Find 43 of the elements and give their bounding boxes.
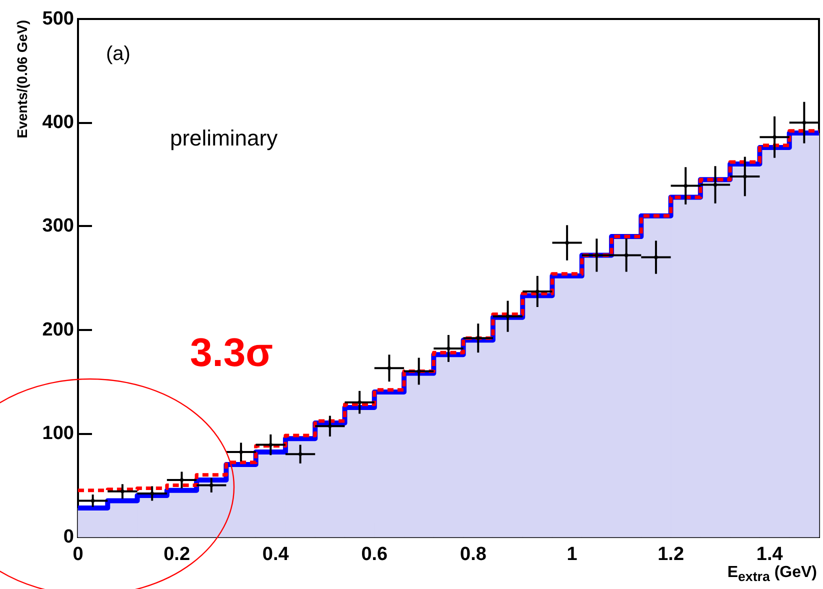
y-tick-label: 500 xyxy=(42,8,74,30)
y-tick-label: 400 xyxy=(42,112,74,134)
point xyxy=(358,400,362,404)
point xyxy=(268,442,273,447)
x-tick-label: 1.2 xyxy=(658,544,684,565)
point xyxy=(594,253,599,258)
point xyxy=(180,478,184,482)
point xyxy=(446,346,450,350)
point xyxy=(535,289,540,294)
x-tick-label: 1 xyxy=(566,544,578,565)
point xyxy=(654,255,658,260)
x-axis-title: E$_{extra}$ (GeV) xyxy=(727,564,817,584)
point xyxy=(298,452,302,456)
point xyxy=(90,498,95,503)
x-tick-label: 0.6 xyxy=(361,544,388,565)
annotation: (a) xyxy=(106,43,130,65)
point xyxy=(565,240,570,245)
point xyxy=(684,184,688,188)
x-tick-label: 0.2 xyxy=(164,544,190,565)
y-tick-label: 0 xyxy=(63,526,74,548)
point xyxy=(713,182,718,187)
y-axis-title: Events/(0.06 GeV) xyxy=(14,20,30,138)
point xyxy=(387,366,392,370)
point xyxy=(742,174,747,178)
x-tick-label: 0.8 xyxy=(460,544,486,565)
y-tick-label: 200 xyxy=(42,319,74,340)
annotation: 3.3σ xyxy=(190,331,273,375)
point xyxy=(209,483,214,488)
point xyxy=(624,253,628,258)
point xyxy=(328,424,332,428)
point xyxy=(476,336,480,340)
point xyxy=(416,369,421,374)
point xyxy=(802,120,806,125)
point xyxy=(150,491,154,496)
x-tick-label: 0.4 xyxy=(262,544,290,565)
y-tick-label: 100 xyxy=(42,422,74,444)
y-tick-label: 300 xyxy=(42,216,74,237)
point xyxy=(506,314,510,318)
x-tick-label: 1.4 xyxy=(756,544,784,565)
point xyxy=(772,135,777,140)
point xyxy=(239,450,244,454)
annotation: preliminary xyxy=(170,126,278,150)
point xyxy=(120,489,124,494)
